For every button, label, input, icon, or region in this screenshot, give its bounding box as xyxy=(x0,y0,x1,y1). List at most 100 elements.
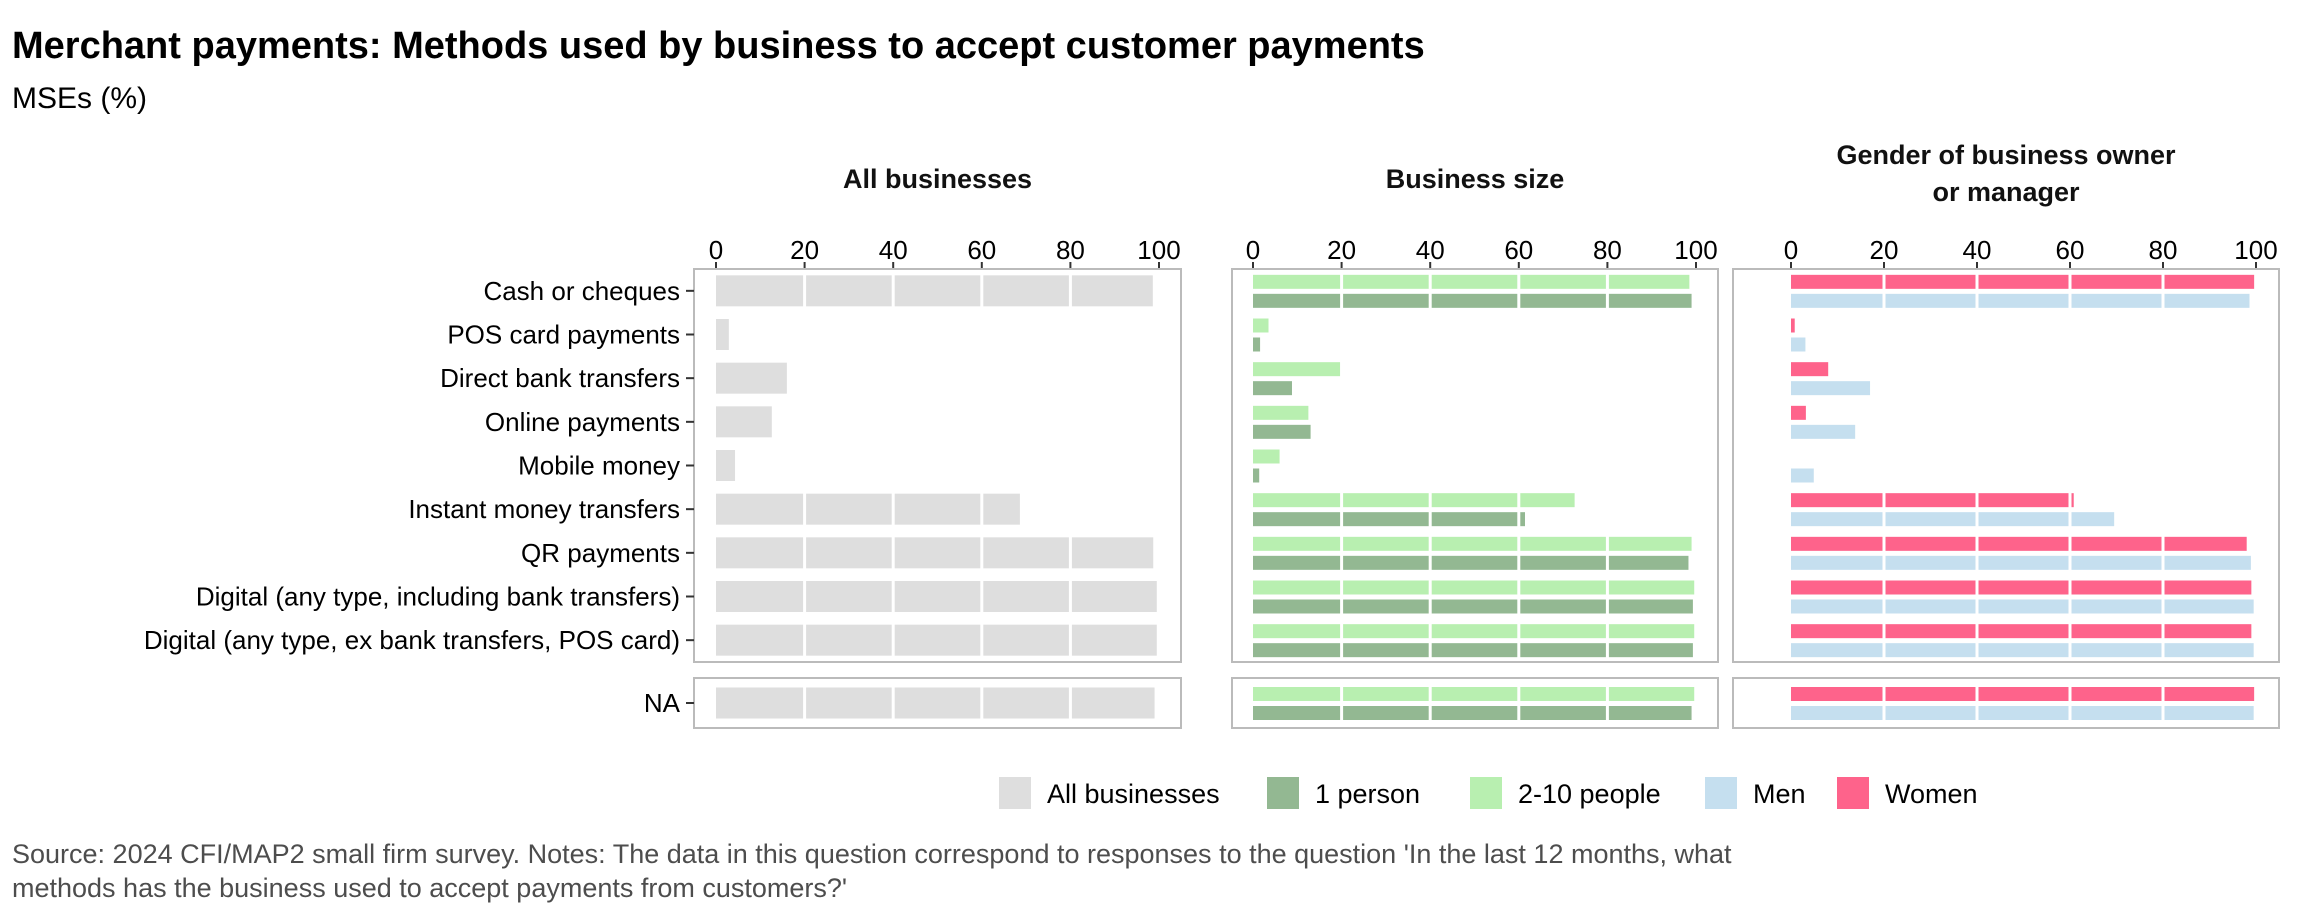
x-tick-label: 80 xyxy=(1593,235,1622,265)
bar-1-person xyxy=(1253,293,1692,308)
bar-men xyxy=(1791,424,1856,439)
legend-swatch xyxy=(1267,777,1299,809)
bar-all-businesses xyxy=(716,537,1154,569)
x-tick-label: 0 xyxy=(709,235,723,265)
x-tick-label: 60 xyxy=(2056,235,2085,265)
x-tick-label: 60 xyxy=(967,235,996,265)
bar-1-person xyxy=(1253,381,1292,396)
bar-1-person xyxy=(1253,643,1693,658)
x-tick-label: 100 xyxy=(1674,235,1717,265)
bar-all-businesses xyxy=(716,275,1153,307)
bar-women xyxy=(1791,624,2252,639)
bar-2-10-people xyxy=(1253,536,1692,551)
na-bar-2-10-people xyxy=(1253,687,1695,701)
bar-1-person xyxy=(1253,512,1526,527)
facet-title: Business size xyxy=(1386,164,1565,194)
bar-women xyxy=(1791,318,1795,333)
bar-1-person xyxy=(1253,337,1261,352)
category-label-na: NA xyxy=(644,688,681,718)
x-tick-label: 40 xyxy=(1963,235,1992,265)
bar-men xyxy=(1791,293,2250,308)
bar-men xyxy=(1791,599,2254,614)
category-label: Mobile money xyxy=(518,451,680,481)
na-bar-men xyxy=(1791,706,2254,720)
panel-0: All businesses 0 20 40 60 80 100 xyxy=(693,164,1182,729)
facet-title: Gender of business owner xyxy=(1836,140,2176,170)
bar-all-businesses xyxy=(716,493,1020,525)
panel-frame xyxy=(1732,268,2280,663)
category-label: Cash or cheques xyxy=(483,276,680,306)
x-tick-label: 0 xyxy=(1246,235,1260,265)
legend-label: Women xyxy=(1885,779,1978,809)
bar-men xyxy=(1791,337,1806,352)
bar-all-businesses xyxy=(716,450,736,481)
bar-2-10-people xyxy=(1253,362,1341,377)
x-tick-label: 100 xyxy=(2234,235,2277,265)
x-tick-label: 80 xyxy=(2149,235,2178,265)
na-panel-frame xyxy=(1231,677,1719,729)
bar-2-10-people xyxy=(1253,274,1690,289)
facet-title: All businesses xyxy=(843,164,1032,194)
bar-men xyxy=(1791,555,2251,570)
bar-women xyxy=(1791,536,2247,551)
bar-men xyxy=(1791,468,1814,483)
bar-2-10-people xyxy=(1253,624,1695,639)
legend-swatch xyxy=(1837,777,1869,809)
legend-swatch xyxy=(1470,777,1502,809)
bar-2-10-people xyxy=(1253,493,1575,508)
na-panel-frame xyxy=(1732,677,2280,729)
panel-2: Gender of business owner or manager 0 20 40 6… xyxy=(1732,140,2280,729)
legend-label: All businesses xyxy=(1047,779,1220,809)
x-tick-label: 60 xyxy=(1504,235,1533,265)
legend: All businesses 1 person 2-10 people Men Wome… xyxy=(999,777,1978,809)
x-tick-label: 0 xyxy=(1784,235,1798,265)
bar-all-businesses xyxy=(716,362,787,394)
bar-all-businesses xyxy=(716,581,1157,612)
category-label: Direct bank transfers xyxy=(440,363,680,393)
bar-all-businesses xyxy=(716,406,772,438)
bar-men xyxy=(1791,381,1871,396)
x-tick-label: 40 xyxy=(879,235,908,265)
category-label: QR payments xyxy=(521,538,680,568)
legend-label: 2-10 people xyxy=(1518,779,1661,809)
bar-women xyxy=(1791,493,2074,508)
bar-1-person xyxy=(1253,424,1311,439)
bar-2-10-people xyxy=(1253,405,1309,420)
bar-women xyxy=(1791,580,2252,595)
category-label: Digital (any type, including bank transf… xyxy=(196,582,680,612)
na-bar-women xyxy=(1791,687,2255,701)
bar-men xyxy=(1791,512,2115,527)
bar-1-person xyxy=(1253,555,1689,570)
bar-2-10-people xyxy=(1253,449,1280,464)
bar-women xyxy=(1791,405,1806,420)
panel-1: Business size 0 20 40 60 80 100 xyxy=(1231,164,1719,729)
x-tick-label: 20 xyxy=(790,235,819,265)
source-note-line1: Source: 2024 CFI/MAP2 small firm survey.… xyxy=(12,839,1732,869)
bar-2-10-people xyxy=(1253,318,1269,333)
panel-frame xyxy=(1231,268,1719,663)
x-tick-label: 20 xyxy=(1327,235,1356,265)
legend-label: 1 person xyxy=(1315,779,1420,809)
source-note-line2: methods has the business used to accept … xyxy=(12,873,847,903)
na-bar-1-person xyxy=(1253,706,1692,720)
x-tick-label: 40 xyxy=(1416,235,1445,265)
bar-men xyxy=(1791,643,2254,658)
category-label: POS card payments xyxy=(447,320,680,350)
x-tick-label: 80 xyxy=(1056,235,1085,265)
category-label: Digital (any type, ex bank transfers, PO… xyxy=(144,625,680,655)
bar-women xyxy=(1791,362,1829,377)
x-tick-label: 100 xyxy=(1137,235,1180,265)
panels: All businesses 0 20 40 60 80 100 Business size 0… xyxy=(693,140,2280,729)
x-tick-label: 20 xyxy=(1870,235,1899,265)
bar-all-businesses xyxy=(716,319,729,350)
category-axis: Cash or cheques POS card payments Direct b… xyxy=(144,276,694,718)
bar-2-10-people xyxy=(1253,580,1695,595)
chart-subtitle: MSEs (%) xyxy=(12,82,147,115)
bar-1-person xyxy=(1253,468,1260,483)
legend-swatch xyxy=(999,777,1031,809)
legend-swatch xyxy=(1705,777,1737,809)
legend-label: Men xyxy=(1753,779,1806,809)
bar-all-businesses xyxy=(716,624,1157,656)
category-label: Online payments xyxy=(485,407,680,437)
